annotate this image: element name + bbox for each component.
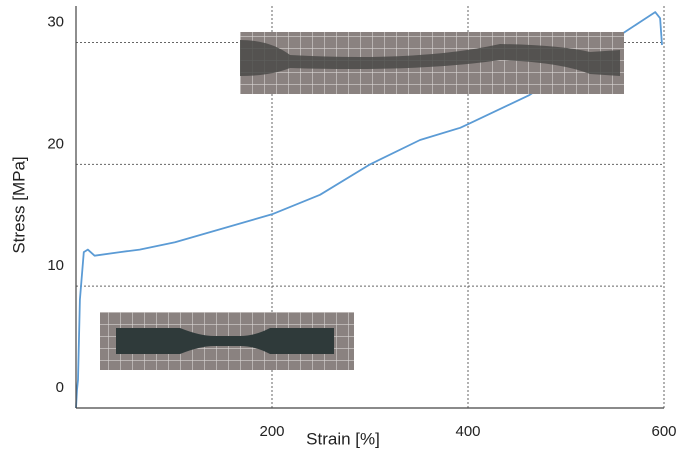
- plot-layer: [75, 11, 663, 409]
- y-tick-label: 0: [56, 379, 64, 396]
- y-tick-label: 20: [47, 135, 64, 152]
- specimen-photo-stretched: [240, 32, 624, 94]
- y-axis-label: Stress [MPa]: [9, 156, 28, 253]
- x-axis-label: Strain [%]: [306, 429, 380, 448]
- x-tick-label: 400: [455, 423, 480, 440]
- y-tick-label: 30: [47, 14, 64, 31]
- y-tick-label: 10: [47, 257, 64, 274]
- specimen: [116, 328, 334, 354]
- specimen-photo-original: [100, 312, 354, 370]
- x-tick-label: 200: [259, 423, 284, 440]
- data-line: [75, 11, 663, 409]
- x-tick-label: 600: [651, 423, 676, 440]
- specimen: [240, 40, 620, 76]
